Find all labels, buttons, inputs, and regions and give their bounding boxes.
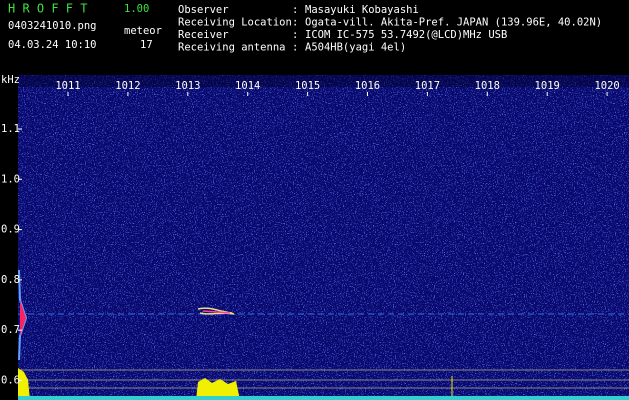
x-label: 1014 [235,80,260,92]
info-colon: : [292,42,298,54]
meteor-label: meteor [124,25,162,37]
x-label: 1015 [295,80,320,92]
meteor-count: 17 [140,39,153,51]
signal-level [18,368,30,400]
meteor-echo-core [202,310,231,314]
x-label: 1018 [475,80,500,92]
y-label: 0.6 [1,375,20,387]
x-label: 1013 [175,80,200,92]
spectrogram-noise [18,75,629,400]
info-value: Ogata-vill. Akita-Pref. JAPAN (139.96E, … [305,17,602,29]
info-colon: : [292,29,298,41]
x-label: 1017 [415,80,440,92]
info-value: ICOM IC-575 53.7492(@LCD)MHz USB [305,29,507,41]
x-label: 1012 [115,80,140,92]
info-label: Receiver [178,29,229,41]
datetime: 04.03.24 10:10 [8,39,97,51]
info-label: Receiving Location [178,17,292,29]
info-label: Observer [178,4,229,16]
x-label: 1011 [55,80,80,92]
filename: 0403241010.png [8,20,97,32]
info-colon: : [292,4,298,16]
app-name: H R O F F T [8,2,87,16]
info-value: A504HB(yagi 4el) [305,42,406,54]
meteor-echo-left-core [20,300,26,336]
y-unit: kHz [1,74,20,86]
info-value: Masayuki Kobayashi [305,4,419,16]
signal-level [196,378,240,400]
x-label: 1019 [535,80,560,92]
x-label: 1016 [355,80,380,92]
y-label: 0.8 [1,274,20,286]
info-label: Receiving antenna [178,42,285,54]
app-version: 1.00 [124,3,149,15]
info-colon: : [292,17,298,29]
y-label: 1.1 [1,123,20,135]
signal-baseline [18,396,629,400]
y-label: 1.0 [1,173,20,185]
x-label: 1020 [594,80,619,92]
x-label-strip [18,75,629,87]
y-label: 0.7 [1,324,20,336]
y-label: 0.9 [1,224,20,236]
